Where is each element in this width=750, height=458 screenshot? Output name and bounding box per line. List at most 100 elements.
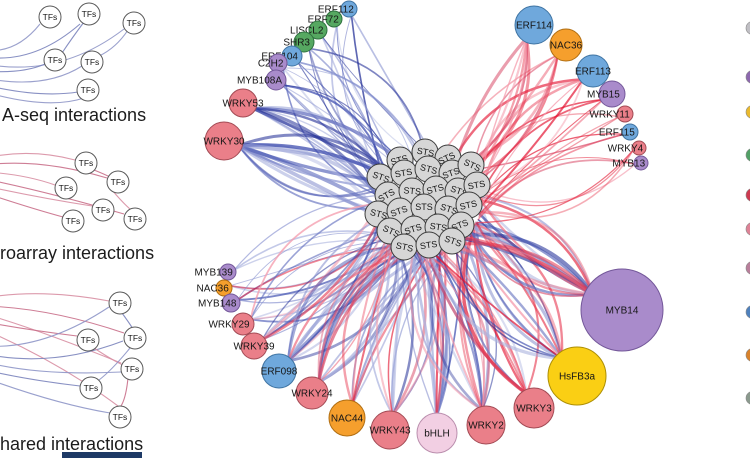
tf-node-panel2	[74, 151, 98, 175]
network-node-label: MYB108A	[237, 76, 282, 87]
panel-caption-microarray: roarray interactions	[0, 243, 155, 263]
network-edge-blue	[391, 241, 400, 416]
network-node-erf112	[340, 0, 358, 18]
mini-panel-edge	[0, 23, 81, 59]
network-node-erf115	[621, 123, 639, 141]
network-edge-blue	[237, 232, 398, 301]
network-edge-blue	[428, 250, 562, 361]
tf-node-panel2	[106, 170, 130, 194]
network-edge-blue	[249, 199, 381, 320]
network-node-label: SHR3	[283, 38, 310, 49]
network-node-label: ERF098	[261, 367, 298, 378]
network-edge-red	[435, 250, 442, 418]
network-node-erf098	[261, 353, 297, 389]
network-node-label: ERF112	[318, 5, 354, 16]
network-node-myb14	[580, 268, 664, 352]
network-node-nac36	[215, 279, 233, 297]
network-node-myb148	[221, 293, 241, 313]
network-node-erf113	[576, 54, 610, 88]
network-node-label: MYB148	[198, 299, 237, 310]
network-edge-blue	[351, 250, 424, 406]
tf-node-label: TFs	[43, 12, 58, 22]
tf-node-label: TFs	[113, 412, 128, 422]
network-node-label: LISCL2	[290, 26, 324, 37]
legend-dot	[745, 70, 750, 84]
hub-sts-label: STS	[429, 221, 448, 233]
hub-sts-label: STS	[369, 207, 389, 221]
mini-panel-edge	[0, 197, 64, 218]
network-edge-red	[417, 248, 528, 394]
network-node-wrky29	[231, 312, 255, 336]
network-edge-blue	[436, 250, 563, 360]
network-edge-red	[478, 159, 636, 217]
network-edge-red	[479, 149, 635, 219]
network-edge-red	[317, 243, 406, 383]
tf-node-label: TFs	[113, 298, 128, 308]
mini-panel-edge	[0, 382, 111, 414]
network-node-myb15	[598, 80, 626, 108]
network-edge-red	[469, 232, 594, 298]
network-node-myb108a	[265, 69, 287, 91]
network-edge-red	[473, 163, 636, 203]
network-edge-red	[261, 214, 382, 341]
network-node-label: ERF115	[599, 128, 635, 139]
network-node-label: MYB139	[194, 268, 233, 279]
network-node-wrky2	[466, 405, 506, 445]
network-edge-blue	[238, 143, 383, 218]
network-edge-blue	[237, 145, 390, 197]
tf-node-panel3	[79, 376, 103, 400]
network-node-wrky53	[228, 88, 258, 118]
tf-node-label: TFs	[82, 9, 97, 19]
network-edge-red	[317, 247, 415, 383]
network-node-wrky24	[295, 376, 329, 410]
network-node-label: WRKY2	[468, 421, 504, 432]
mini-panel-edge	[0, 65, 83, 83]
mini-panel-edge	[0, 63, 46, 73]
mini-panel-edge	[98, 29, 129, 57]
network-node-liscl2	[308, 20, 328, 40]
network-edge-red	[375, 239, 398, 416]
network-node-label: WRKY4	[608, 144, 644, 155]
network-edge-blue	[250, 242, 402, 321]
network-edge-red	[462, 238, 563, 360]
mini-panel-edge	[0, 306, 125, 334]
network-edge-blue	[283, 67, 415, 166]
network-edge-red	[479, 116, 620, 202]
tf-node-label: TFs	[111, 177, 126, 187]
legend-dot	[745, 305, 750, 319]
mini-panel-edge	[0, 95, 85, 104]
network-edge-blue	[369, 244, 406, 416]
network-node-label: WRKY43	[369, 426, 411, 437]
tf-node-panel2	[61, 209, 85, 233]
network-edge-blue	[336, 24, 431, 164]
network-edge-blue	[261, 236, 394, 340]
network-edge-red	[476, 78, 585, 193]
panel-caption-shared: hared interactions	[0, 434, 144, 454]
network-node-nac36	[549, 28, 583, 62]
tf-node-panel2	[123, 207, 147, 231]
hub-sts-label: STS	[467, 179, 486, 192]
legend-dot	[745, 348, 750, 362]
mini-panel-edge	[61, 21, 85, 54]
network-node-bhlh	[416, 412, 458, 454]
hub-sts-node	[438, 227, 466, 255]
tf-node-panel1	[122, 11, 146, 35]
mini-panel-edge	[0, 317, 122, 364]
tf-node-panel1	[43, 48, 67, 72]
network-edge-red	[479, 78, 585, 208]
network-edge-red	[351, 231, 390, 405]
mini-panel-edge	[0, 293, 110, 302]
mini-panel-edge	[0, 306, 110, 347]
panel-caption-rnaseq: A-seq interactions	[2, 105, 147, 125]
hub-sts-label: STS	[419, 239, 438, 251]
network-node-myb13	[633, 155, 649, 171]
network-edge-red	[455, 243, 484, 411]
mini-panel-edge	[121, 312, 134, 330]
mini-panel-edge	[93, 169, 111, 178]
network-edge-red	[479, 211, 595, 295]
network-node-wrky4	[631, 140, 647, 156]
mini-panel-edge	[0, 372, 81, 387]
network-node-label: bHLH	[424, 429, 450, 440]
network-node-nac44	[328, 399, 366, 437]
